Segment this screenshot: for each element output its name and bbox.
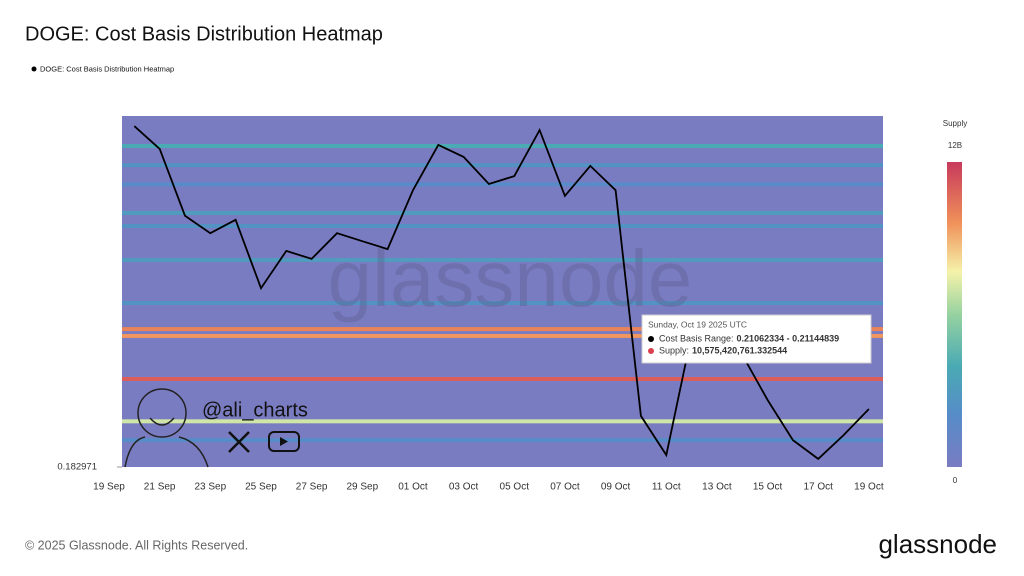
logo: glassnode: [878, 529, 997, 559]
x-tick-label: 19 Oct: [854, 482, 884, 493]
x-tick-label: 05 Oct: [500, 482, 530, 493]
heatmap-band: [122, 333, 883, 338]
youtube-icon: [268, 431, 300, 452]
x-tick-label: 23 Sep: [194, 482, 226, 493]
x-tick-label: 27 Sep: [296, 482, 328, 493]
x-tick-label: 17 Oct: [804, 482, 834, 493]
heatmap-band: [122, 419, 883, 424]
heatmap-band: [122, 327, 883, 332]
tooltip-box: [641, 314, 872, 364]
heatmap-band: [122, 438, 883, 443]
colorbar-scale: [947, 162, 962, 467]
heatmap: [122, 144, 883, 443]
tooltip-marker: [648, 336, 654, 342]
x-tick-label: 09 Oct: [601, 482, 631, 493]
x-tick-label: 15 Oct: [753, 482, 783, 493]
author: @ali_charts: [202, 399, 308, 421]
avatar: [137, 388, 187, 438]
x-tick-label: 11 Oct: [652, 482, 681, 493]
tooltip-label: Cost Basis Range:: [659, 333, 734, 343]
x-icon: [228, 431, 250, 453]
heatmap-band: [122, 223, 883, 228]
x-tick-label: 07 Oct: [550, 482, 580, 493]
x-tick-label: 19 Sep: [93, 482, 125, 493]
tooltip-value: 10,575,420,761.332544: [692, 345, 787, 355]
tooltip-label: Supply:: [659, 345, 689, 355]
x-tick-label: 21 Sep: [144, 482, 176, 493]
tooltip-title: Sunday, Oct 19 2025 UTC: [648, 319, 747, 329]
avatar-body: [124, 436, 209, 468]
youtube-play: [280, 437, 288, 446]
plot-background: [122, 116, 883, 467]
heatmap-band: [122, 210, 883, 215]
colorbar-tick-label: 0: [953, 476, 958, 485]
heatmap-band: [122, 144, 883, 149]
x-tick-label: 01 Oct: [398, 482, 428, 493]
heatmap-band: [122, 182, 883, 187]
x-tick-label: 25 Sep: [245, 482, 277, 493]
y-tick-label: 0.182971: [57, 462, 97, 473]
chart-title: DOGE: Cost Basis Distribution Heatmap: [25, 23, 383, 45]
heatmap-band: [122, 257, 883, 262]
x-tick-label: 29 Sep: [346, 482, 378, 493]
legend-marker: [31, 66, 37, 72]
colorbar-title: Supply: [943, 119, 967, 128]
heatmap-band: [122, 163, 883, 168]
copyright: © 2025 Glassnode. All Rights Reserved.: [25, 538, 248, 552]
tooltip-marker: [648, 348, 654, 354]
x-tick-label: 03 Oct: [449, 482, 479, 493]
colorbar: Supply 12B 0: [943, 119, 967, 485]
heatmap-band: [122, 376, 883, 381]
colorbar-tick-label: 12B: [948, 141, 962, 150]
x-tick-label: 13 Oct: [702, 482, 732, 493]
avatar-smile: [149, 417, 175, 426]
heatmap-band: [122, 301, 883, 306]
author-badge: @ali_charts: [124, 388, 308, 468]
tooltip-value: 0.21062334 - 0.21144839: [737, 333, 840, 343]
tooltip: Sunday, Oct 19 2025 UTC Cost Basis Range…: [641, 314, 872, 364]
legend-label: DOGE: Cost Basis Distribution Heatmap: [40, 64, 174, 73]
